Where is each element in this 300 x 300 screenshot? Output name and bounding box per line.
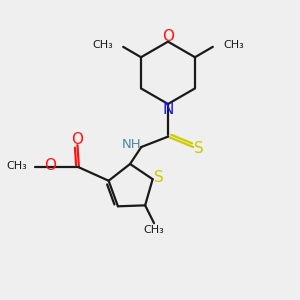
Text: S: S: [194, 141, 203, 156]
Text: CH₃: CH₃: [223, 40, 244, 50]
Text: CH₃: CH₃: [144, 225, 164, 235]
Text: S: S: [154, 170, 164, 185]
Text: O: O: [162, 29, 174, 44]
Text: NH: NH: [122, 138, 142, 151]
Text: CH₃: CH₃: [92, 40, 113, 50]
Text: CH₃: CH₃: [6, 161, 27, 171]
Text: O: O: [44, 158, 56, 173]
Text: N: N: [162, 101, 174, 116]
Text: O: O: [71, 132, 83, 147]
